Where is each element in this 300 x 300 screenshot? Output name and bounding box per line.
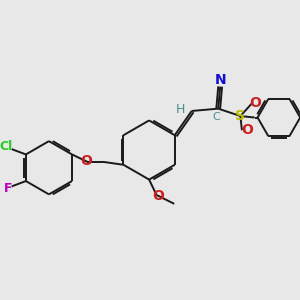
Text: C: C <box>212 112 220 122</box>
Text: O: O <box>80 154 92 168</box>
Text: O: O <box>241 123 253 137</box>
Text: F: F <box>4 182 12 195</box>
Text: O: O <box>249 96 261 110</box>
Text: O: O <box>152 189 164 202</box>
Text: N: N <box>214 73 226 87</box>
Text: H: H <box>176 103 185 116</box>
Text: Cl: Cl <box>0 140 13 153</box>
Text: S: S <box>236 109 245 123</box>
